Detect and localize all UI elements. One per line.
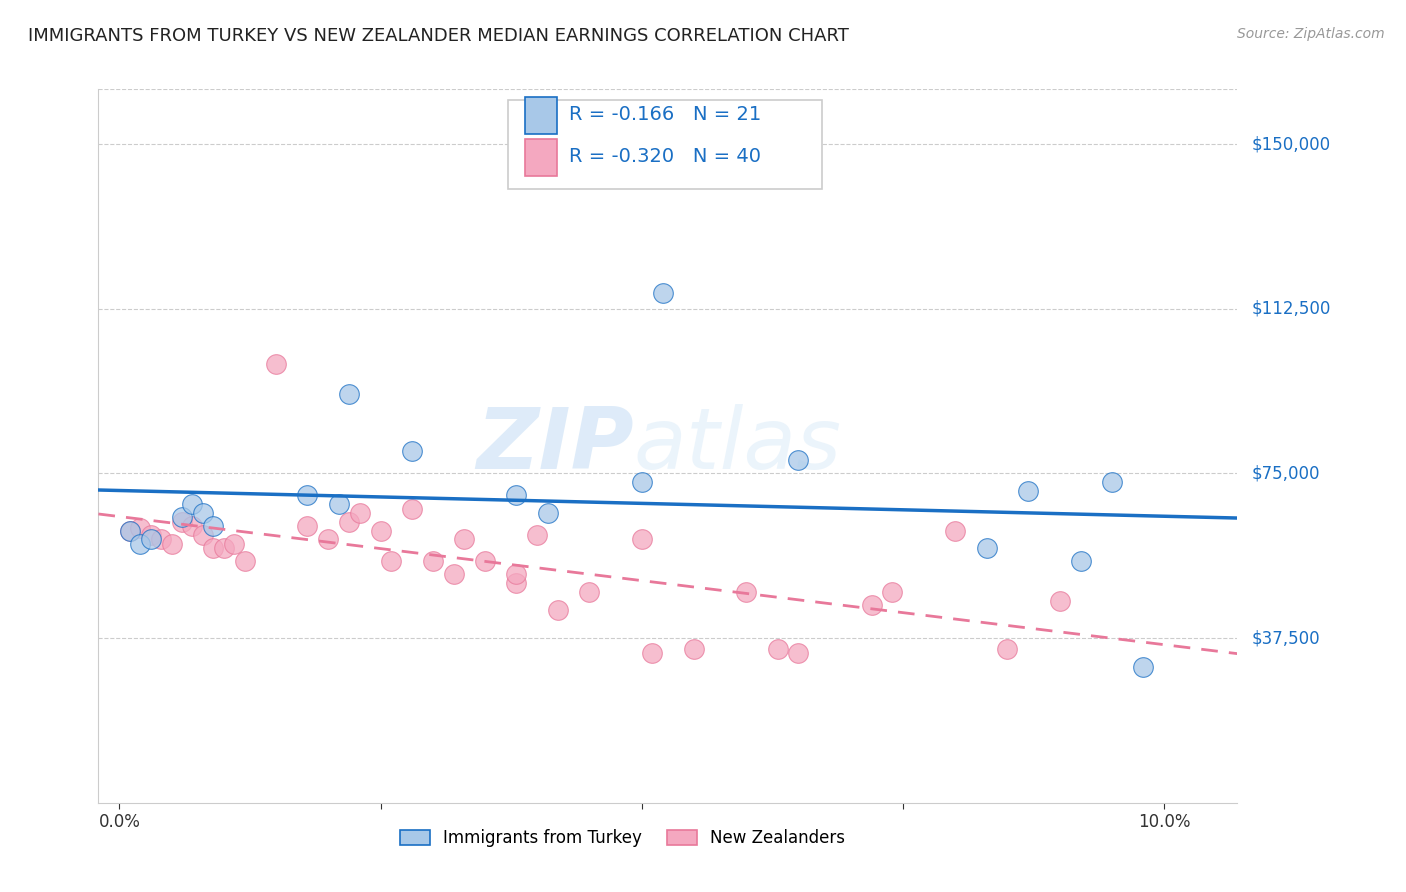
Point xyxy=(735,585,758,599)
Point xyxy=(139,528,162,542)
FancyBboxPatch shape xyxy=(526,139,557,176)
Point xyxy=(181,497,204,511)
Point xyxy=(443,567,465,582)
Point xyxy=(349,506,371,520)
Point xyxy=(118,524,141,538)
Point xyxy=(380,554,402,568)
Point xyxy=(316,533,339,547)
Point xyxy=(202,519,225,533)
Point xyxy=(1132,659,1154,673)
Text: R = -0.320   N = 40: R = -0.320 N = 40 xyxy=(569,147,761,166)
Point xyxy=(860,598,883,612)
Point xyxy=(129,521,152,535)
Point xyxy=(297,519,319,533)
Point xyxy=(297,488,319,502)
Point xyxy=(787,647,810,661)
Point xyxy=(233,554,256,568)
Point xyxy=(401,501,423,516)
Point xyxy=(264,357,287,371)
Point xyxy=(526,528,548,542)
Point xyxy=(422,554,444,568)
Point xyxy=(129,537,152,551)
Point xyxy=(191,506,214,520)
Text: R = -0.166   N = 21: R = -0.166 N = 21 xyxy=(569,105,761,124)
Point xyxy=(118,524,141,538)
Point xyxy=(202,541,225,555)
Text: $37,500: $37,500 xyxy=(1251,629,1320,647)
Point xyxy=(160,537,183,551)
Text: atlas: atlas xyxy=(634,404,842,488)
Point xyxy=(370,524,392,538)
Text: $75,000: $75,000 xyxy=(1251,465,1320,483)
FancyBboxPatch shape xyxy=(526,97,557,134)
Point xyxy=(150,533,173,547)
Point xyxy=(882,585,904,599)
Point xyxy=(1101,475,1123,490)
Point xyxy=(578,585,600,599)
Point xyxy=(328,497,350,511)
Text: Source: ZipAtlas.com: Source: ZipAtlas.com xyxy=(1237,27,1385,41)
Point xyxy=(505,488,527,502)
Point xyxy=(1049,594,1071,608)
FancyBboxPatch shape xyxy=(509,100,821,189)
Point xyxy=(537,506,560,520)
Point xyxy=(766,642,789,657)
Point xyxy=(630,475,652,490)
Point xyxy=(1017,483,1039,498)
Point xyxy=(683,642,706,657)
Point xyxy=(641,647,664,661)
Point xyxy=(337,515,360,529)
Text: $150,000: $150,000 xyxy=(1251,135,1330,153)
Point xyxy=(401,444,423,458)
Point xyxy=(505,567,527,582)
Point xyxy=(181,519,204,533)
Point xyxy=(170,515,193,529)
Point xyxy=(787,453,810,467)
Point xyxy=(170,510,193,524)
Point xyxy=(547,602,569,616)
Point xyxy=(651,286,673,301)
Point xyxy=(976,541,998,555)
Point xyxy=(943,524,966,538)
Text: IMMIGRANTS FROM TURKEY VS NEW ZEALANDER MEDIAN EARNINGS CORRELATION CHART: IMMIGRANTS FROM TURKEY VS NEW ZEALANDER … xyxy=(28,27,849,45)
Point xyxy=(630,533,652,547)
Point xyxy=(453,533,475,547)
Point xyxy=(139,533,162,547)
Point xyxy=(505,576,527,591)
Text: ZIP: ZIP xyxy=(477,404,634,488)
Point xyxy=(212,541,235,555)
Point xyxy=(191,528,214,542)
Point xyxy=(224,537,246,551)
Point xyxy=(997,642,1019,657)
Point xyxy=(1070,554,1092,568)
Point xyxy=(337,387,360,401)
Point xyxy=(474,554,496,568)
Legend: Immigrants from Turkey, New Zealanders: Immigrants from Turkey, New Zealanders xyxy=(391,821,853,855)
Text: $112,500: $112,500 xyxy=(1251,300,1330,318)
